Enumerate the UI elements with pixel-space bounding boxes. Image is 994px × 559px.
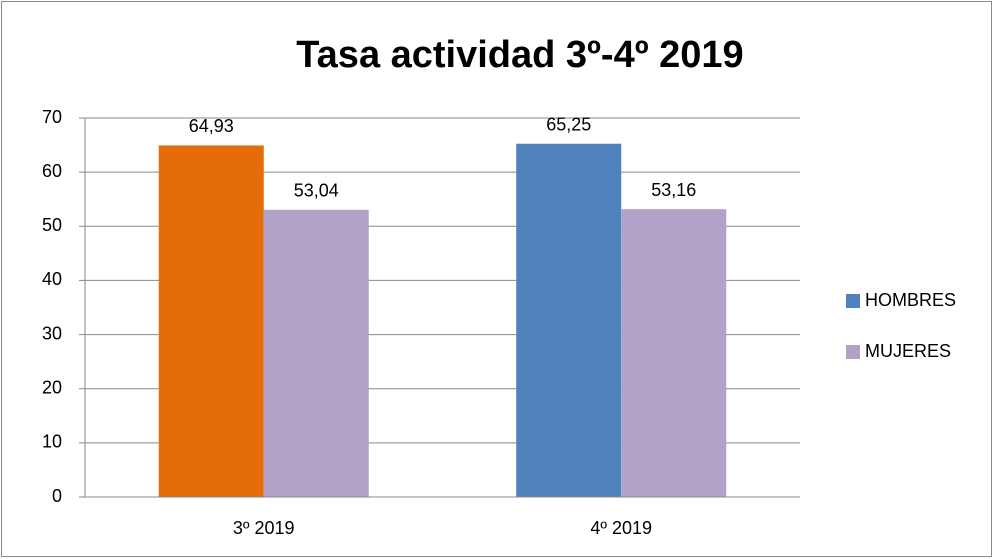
- y-tick-label: 60: [42, 161, 62, 181]
- y-tick-label: 70: [42, 107, 62, 127]
- legend-label: HOMBRES: [865, 290, 956, 310]
- legend-swatch: [846, 294, 860, 308]
- x-tick-label: 3º 2019: [233, 518, 295, 538]
- x-tick-label: 4º 2019: [590, 518, 652, 538]
- bar: [516, 143, 622, 498]
- y-tick-label: 40: [42, 269, 62, 289]
- legend-swatch: [846, 345, 860, 359]
- legend-label: MUJERES: [865, 341, 951, 361]
- y-tick-label: 20: [42, 377, 62, 397]
- value-label: 53,04: [294, 181, 339, 201]
- bar: [621, 209, 727, 497]
- y-tick-label: 30: [42, 323, 62, 343]
- chart-title: Tasa actividad 3º-4º 2019: [296, 34, 743, 76]
- bar: [263, 209, 369, 497]
- y-tick-label: 10: [42, 432, 62, 452]
- y-tick-label: 50: [42, 215, 62, 235]
- value-label: 64,93: [189, 116, 234, 136]
- y-tick-label: 0: [52, 486, 62, 506]
- bar: [158, 145, 264, 497]
- value-label: 65,25: [546, 114, 591, 134]
- value-label: 53,16: [651, 180, 696, 200]
